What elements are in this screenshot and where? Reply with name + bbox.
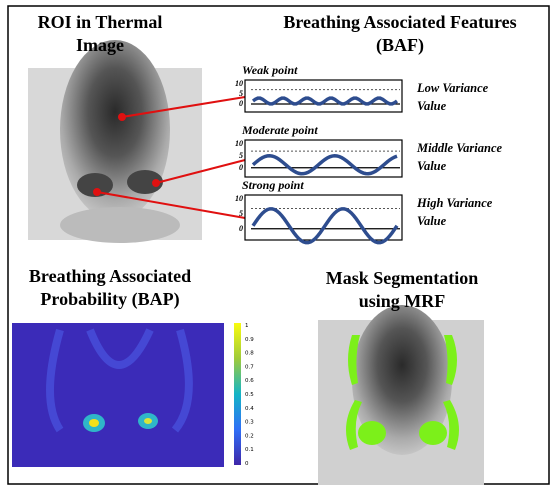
plot-label: Weak point — [242, 63, 298, 77]
roi-image — [28, 40, 202, 243]
y-tick-label: 0 — [239, 163, 243, 172]
annotation: Value — [417, 99, 447, 113]
frame — [7, 5, 550, 485]
annotation: Value — [417, 214, 447, 228]
colorbar-tick-label: 0 — [245, 461, 249, 467]
plot-box — [244, 194, 403, 241]
annotation: Value — [417, 159, 447, 173]
y-tick-label: 10 — [235, 79, 243, 88]
title: Breathing Associated — [29, 266, 191, 286]
colorbar-tick-label: 1 — [245, 323, 249, 329]
wave — [251, 207, 399, 245]
title: Probability (BAP) — [40, 289, 179, 310]
plot-box — [244, 79, 403, 113]
colorbar-tick-label: 0.4 — [245, 406, 254, 412]
y-tick-label: 5 — [239, 209, 243, 218]
y-tick-label: 0 — [239, 224, 243, 233]
connector — [93, 96, 246, 219]
plot-label: Strong point — [242, 178, 304, 192]
title: Breathing Associated Features — [283, 12, 516, 32]
y-tick-label: 5 — [239, 89, 243, 98]
y-tick-label: 0 — [239, 99, 243, 108]
title: Mask Segmentation — [326, 268, 479, 288]
colorbar-tick-label: 0.8 — [245, 351, 254, 357]
plot-label: Moderate point — [241, 123, 318, 137]
colorbar-tick-label: 0.3 — [245, 420, 254, 426]
title: using MRF — [359, 291, 446, 311]
wave — [251, 153, 398, 176]
bap-image — [12, 323, 241, 467]
colorbar-tick-label: 0.1 — [245, 447, 254, 453]
title: ROI in Thermal — [38, 12, 163, 32]
title: Image — [76, 35, 124, 55]
annotation: Low Variance — [416, 81, 489, 95]
title: (BAF) — [376, 35, 424, 56]
mask-image — [318, 305, 484, 485]
wave — [251, 96, 399, 106]
colorbar-tick-label: 0.5 — [245, 392, 254, 398]
y-tick-label: 10 — [235, 194, 243, 203]
colorbar-tick-label: 0.9 — [245, 337, 254, 343]
colorbar-tick-label: 0.7 — [245, 364, 254, 370]
colorbar-tick-label: 0.6 — [245, 378, 254, 384]
annotation: Middle Variance — [416, 141, 503, 155]
annotation: High Variance — [416, 196, 493, 210]
y-tick-label: 10 — [235, 139, 243, 148]
colorbar-tick-label: 0.2 — [245, 433, 254, 439]
y-tick-label: 5 — [239, 151, 243, 160]
